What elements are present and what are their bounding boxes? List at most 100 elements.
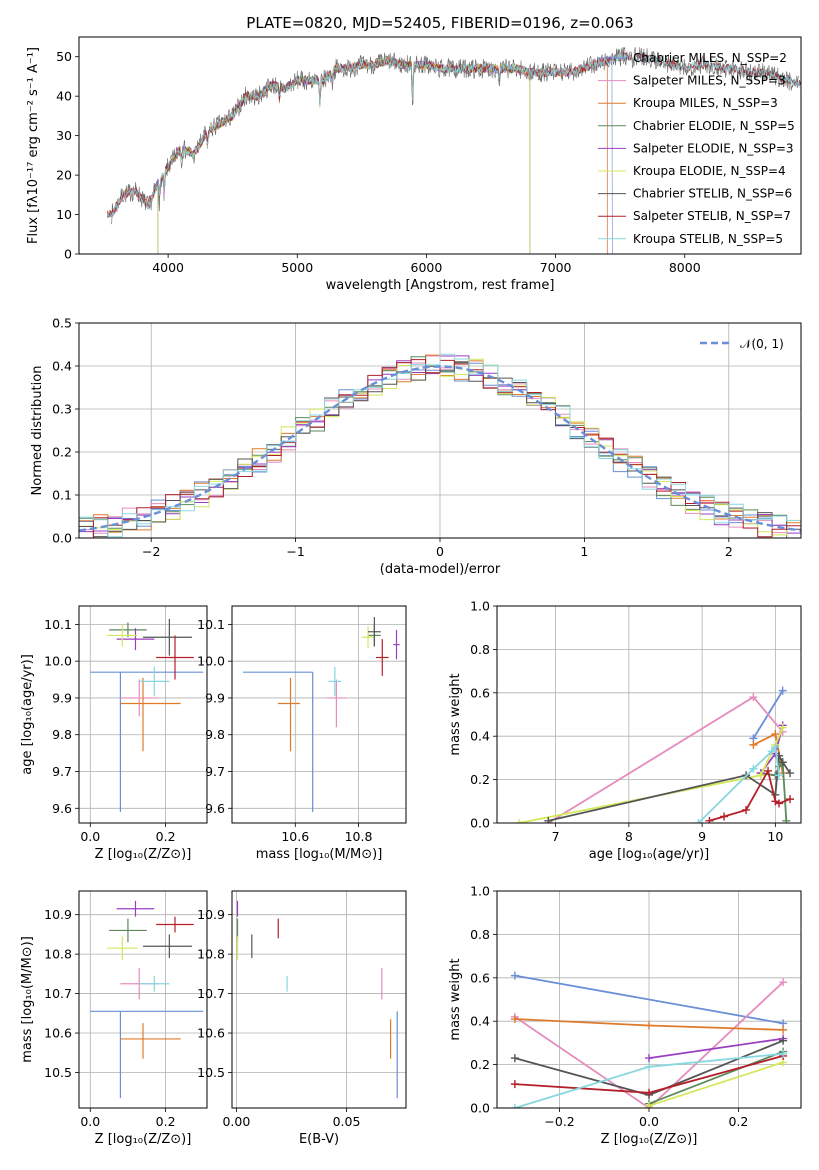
y-tick-label: 10.9: [44, 907, 72, 922]
panel-mass-vs-extinction: 0.00 0.05 10.5 10.6 10.7 10.8 10.9 E(B-V): [197, 890, 407, 1147]
y-tick-label: 0.0: [52, 531, 72, 546]
y-axis-label: Normed distribution: [30, 366, 45, 496]
panel-mass-vs-metallicity: 0.0 0.2 10.5 10.6 10.7 10.8 10.9 Z [log₁₀(Z/Z⊙)…: [20, 890, 208, 1147]
y-tick-label: 0: [64, 247, 72, 262]
y-tick-label: 40: [56, 89, 72, 104]
x-tick-label: 10.6: [281, 829, 309, 844]
y-tick-label: 10.6: [197, 1026, 225, 1041]
legend-entry: Chabrier ELODIE, N_SSP=5: [633, 119, 795, 133]
axes-frame: [231, 605, 407, 824]
y-tick-label: 1.0: [470, 599, 490, 614]
y-axis-label: Flux [fλ10⁻¹⁷ erg cm⁻² s⁻¹ A⁻¹]: [26, 47, 41, 244]
weight-marker: [749, 693, 758, 702]
y-tick-label: 0.4: [470, 729, 490, 744]
axes-frame: [496, 605, 802, 824]
plot-area: [510, 971, 788, 1108]
y-tick-label: 0.2: [470, 772, 490, 787]
model-spectrum-3: [157, 58, 531, 254]
axes-frame: [231, 890, 407, 1109]
x-tick-label: 7000: [540, 260, 572, 275]
x-tick-label: 5000: [281, 260, 313, 275]
y-tick-label: 0.6: [470, 685, 490, 700]
y-tick-label: 0.0: [470, 1101, 490, 1116]
weight-marker: [775, 799, 784, 808]
plot-area: [90, 618, 204, 812]
x-axis-label: Z [log₁₀(Z/Z⊙)]: [601, 1132, 698, 1147]
y-tick-label: 20: [56, 168, 72, 183]
y-tick-label: 9.9: [205, 690, 225, 705]
legend-entry: Kroupa ELODIE, N_SSP=4: [633, 164, 786, 178]
y-tick-label: 0.5: [52, 316, 72, 331]
panel-mass-weight-vs-metallicity: −0.2 0.0 0.2 0.0 0.2 0.4 0.6 0.8 1.0 Z [log₁₀(Z/Z…: [448, 884, 802, 1147]
weight-marker: [782, 816, 791, 823]
y-tick-label: 10.7: [44, 986, 72, 1001]
weight-marker: [779, 978, 788, 987]
x-tick-label: 0.2: [728, 1114, 748, 1129]
legend-entry: Salpeter ELODIE, N_SSP=3: [633, 141, 794, 155]
weight-marker: [779, 1049, 788, 1058]
weight-marker: [510, 1054, 519, 1063]
x-tick-label: 0.0: [80, 1114, 100, 1129]
y-tick-label: 0.1: [52, 488, 72, 503]
x-axis-label: wavelength [Angstrom, rest frame]: [326, 278, 555, 293]
x-tick-label: 0.2: [156, 829, 176, 844]
model-spectrum-4: [157, 58, 531, 254]
x-tick-label: 8000: [669, 260, 701, 275]
legend-entry: Kroupa STELIB, N_SSP=5: [633, 232, 783, 246]
weight-marker: [749, 764, 758, 773]
weight-marker: [756, 771, 765, 780]
y-tick-label: 10.0: [44, 654, 72, 669]
x-tick-label: 0.05: [333, 1114, 361, 1129]
x-tick-label: 9: [698, 829, 706, 844]
y-tick-label: 9.6: [205, 801, 225, 816]
axes-frame: [78, 36, 802, 255]
y-axis-label: age [log₁₀(age/yr)]: [20, 654, 35, 775]
y-tick-label: 10.1: [197, 617, 225, 632]
x-axis-label: age [log₁₀(age/yr)]: [589, 847, 710, 862]
weight-marker: [645, 1054, 653, 1063]
y-tick-label: 10.8: [197, 947, 225, 962]
y-tick-label: 10.9: [197, 907, 225, 922]
x-tick-label: 0.0: [639, 1114, 659, 1129]
y-tick-label: 10.5: [44, 1065, 72, 1080]
x-tick-label: 1: [580, 544, 588, 559]
weight-marker: [778, 758, 787, 767]
weight-marker: [778, 723, 787, 732]
legend-entry: Salpeter MILES, N_SSP=3: [633, 74, 786, 88]
plot-area: [236, 900, 398, 1099]
x-tick-label: 4000: [152, 260, 184, 275]
y-tick-label: 10.5: [197, 1065, 225, 1080]
weight-marker: [705, 816, 714, 823]
plot-area: [79, 353, 801, 538]
weight-marker: [645, 1088, 653, 1097]
plot-area: [514, 686, 795, 823]
y-tick-label: 9.8: [52, 727, 72, 742]
axes-frame: [78, 890, 208, 1109]
y-tick-label: 0.4: [52, 359, 72, 374]
y-tick-label: 0.8: [470, 642, 490, 657]
y-tick-label: 0.4: [470, 1014, 490, 1029]
y-axis-label: mass weight: [448, 673, 463, 755]
weight-marker: [694, 819, 703, 823]
y-tick-label: 0.8: [470, 927, 490, 942]
weight-line-1: [514, 981, 784, 1108]
x-tick-label: 0.00: [222, 1114, 250, 1129]
y-tick-label: 0.2: [52, 445, 72, 460]
weight-marker: [645, 1021, 653, 1030]
x-tick-label: 6000: [411, 260, 443, 275]
normal-curve: [79, 365, 801, 532]
y-axis-label: mass weight: [448, 958, 463, 1040]
y-axis-label: mass [log₁₀(M/M⊙)]: [20, 936, 35, 1063]
legend: Chabrier MILES, N_SSP=2 Salpeter MILES, N…: [598, 51, 795, 246]
plot-area: [107, 46, 801, 254]
weight-marker: [544, 816, 553, 823]
legend: 𝒩(0, 1): [700, 337, 784, 351]
model-spectrum-5: [157, 58, 531, 254]
y-tick-label: 9.6: [52, 801, 72, 816]
x-tick-label: 8: [625, 829, 633, 844]
y-tick-label: 9.8: [205, 727, 225, 742]
figure-title: PLATE=0820, MJD=52405, FIBERID=0196, z=0…: [246, 14, 633, 32]
weight-line-3: [648, 1050, 784, 1105]
legend-entry: Chabrier STELIB, N_SSP=6: [633, 187, 792, 201]
